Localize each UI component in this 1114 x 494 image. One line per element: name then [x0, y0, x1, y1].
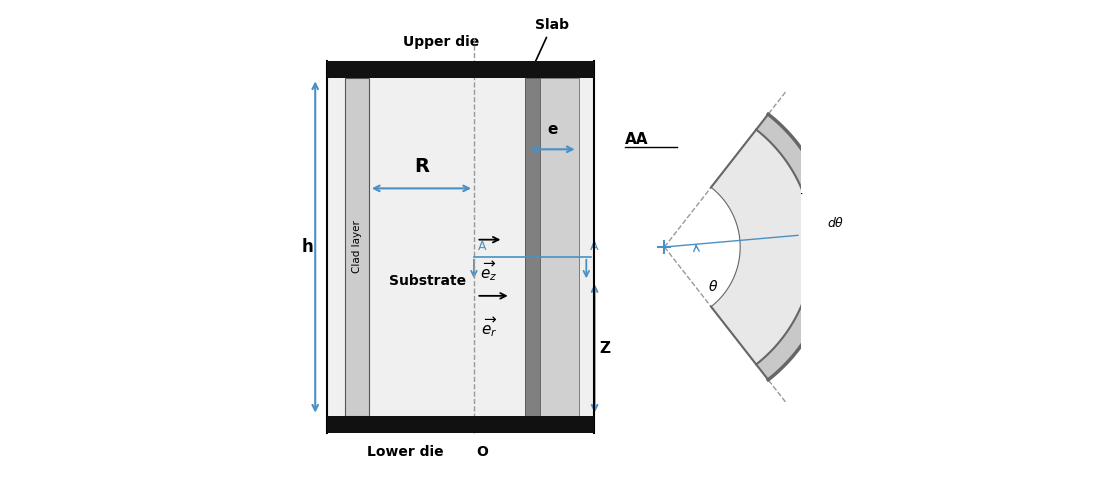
Polygon shape	[804, 189, 832, 234]
Bar	[540, 79, 579, 415]
Text: A: A	[478, 240, 487, 253]
Text: Clad layer: Clad layer	[352, 220, 362, 274]
Bar	[328, 79, 594, 415]
Text: Upper die: Upper die	[403, 35, 479, 49]
Text: O: O	[477, 445, 488, 459]
Text: Z: Z	[599, 341, 610, 356]
Bar	[328, 61, 594, 79]
Text: h: h	[302, 238, 314, 256]
Bar	[344, 79, 369, 415]
Text: R: R	[414, 157, 429, 176]
Text: r: r	[795, 190, 801, 204]
Text: Slab: Slab	[529, 18, 569, 74]
Text: A: A	[590, 240, 598, 253]
Text: $\theta$: $\theta$	[709, 279, 719, 294]
Bar	[328, 415, 594, 433]
Text: Substrate: Substrate	[389, 274, 466, 288]
Polygon shape	[756, 114, 833, 380]
Text: Lower die: Lower die	[368, 445, 443, 459]
Text: $d\theta$: $d\theta$	[827, 216, 844, 231]
Bar	[526, 79, 540, 415]
Text: e: e	[547, 122, 557, 137]
Text: $\overrightarrow{e_z}$: $\overrightarrow{e_z}$	[480, 259, 498, 283]
Text: $\overrightarrow{e_r}$: $\overrightarrow{e_r}$	[481, 315, 498, 339]
Text: AA: AA	[625, 132, 648, 147]
Polygon shape	[711, 129, 813, 365]
